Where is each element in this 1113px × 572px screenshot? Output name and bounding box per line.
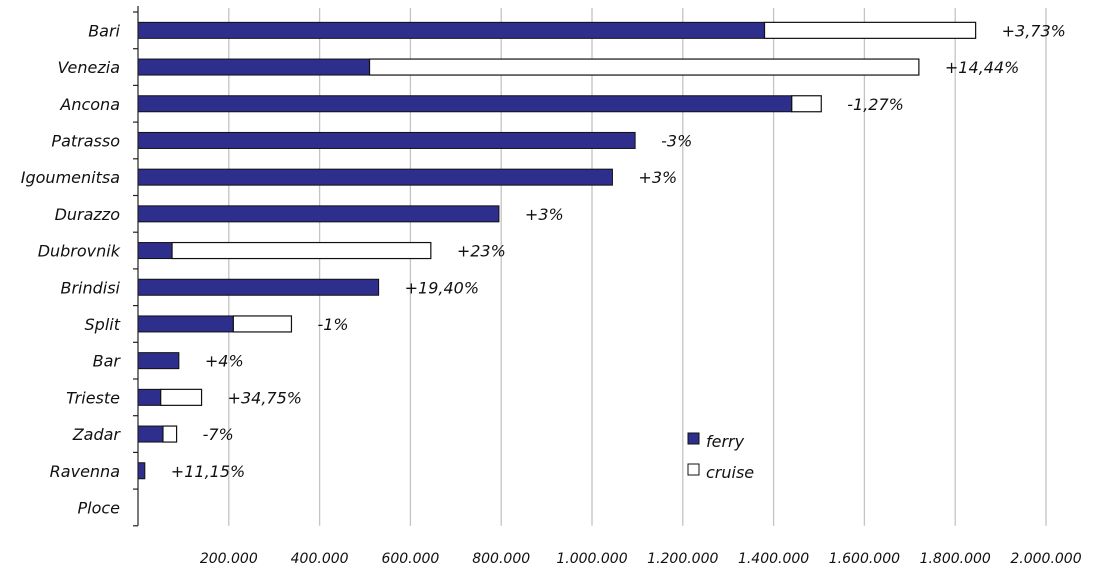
- bar-ferry-venezia: [137, 58, 371, 76]
- bar-ferry-dubrovnik: [137, 242, 173, 260]
- change-label-zadar: -7%: [203, 425, 234, 444]
- category-label-bar: Bar: [93, 352, 122, 371]
- change-label-ancona: -1,27%: [847, 95, 904, 114]
- category-label-bari: Bari: [88, 21, 120, 40]
- x-tick-label: 200.000: [200, 551, 258, 567]
- category-label-igoumenitsa: Igoumenitsa: [21, 168, 120, 187]
- bar-ferry-patrasso: [137, 131, 636, 149]
- change-label-bari: +3,73%: [1002, 21, 1066, 40]
- change-label-venezia: +14,44%: [945, 58, 1019, 77]
- x-tick-label: 2.000.000: [1010, 551, 1081, 567]
- x-tick-label: 400.000: [291, 551, 349, 567]
- bar-ferry-split: [137, 315, 234, 333]
- bar-cruise-venezia: [368, 58, 920, 76]
- bar-ferry-trieste: [137, 388, 162, 406]
- bar-ferry-bari: [137, 21, 766, 39]
- category-label-ravenna: Ravenna: [50, 462, 120, 481]
- x-tick-label: 800.000: [472, 551, 530, 567]
- category-label-venezia: Venezia: [58, 58, 120, 77]
- bar-ferry-ravenna: [137, 462, 146, 480]
- legend: ferry cruise: [687, 432, 754, 482]
- axis-layer: [133, 6, 139, 527]
- bar-cruise-split: [232, 315, 293, 333]
- category-label-durazzo: Durazzo: [55, 205, 121, 224]
- bar-ferry-durazzo: [137, 205, 500, 223]
- change-label-split: -1%: [317, 315, 348, 334]
- change-label-durazzo: +3%: [525, 205, 564, 224]
- x-tick-label: 1.200.000: [647, 551, 718, 567]
- legend-swatch-ferry: [687, 432, 700, 445]
- label-layer: 200.000 400.000 600.000 800.000 1.000.000 1.2…: [21, 21, 1082, 567]
- legend-label-ferry: ferry: [706, 432, 745, 451]
- legend-swatch-cruise: [687, 463, 700, 476]
- grid-layer: [228, 8, 1047, 526]
- category-label-zadar: Zadar: [72, 425, 122, 444]
- category-label-ancona: Ancona: [59, 95, 120, 114]
- x-tick-label: 1.000.000: [556, 551, 627, 567]
- change-label-bar: +4%: [205, 352, 244, 371]
- bar-ferry-bar: [137, 352, 180, 370]
- category-label-ploce: Ploce: [77, 498, 120, 517]
- x-tick-label: 1.400.000: [738, 551, 809, 567]
- bar-cruise-trieste: [160, 388, 203, 406]
- bar-ferry-igoumenitsa: [137, 168, 613, 186]
- bar-ferry-zadar: [137, 425, 164, 443]
- x-tick-label: 600.000: [381, 551, 439, 567]
- change-label-ravenna: +11,15%: [171, 462, 245, 481]
- category-label-patrasso: Patrasso: [51, 131, 120, 150]
- bar-cruise-zadar: [162, 425, 178, 443]
- bar-cruise-dubrovnik: [171, 241, 432, 260]
- bar-ferry-ancona: [137, 95, 793, 113]
- legend-label-cruise: cruise: [706, 463, 754, 482]
- bar-cruise-bari: [763, 21, 977, 39]
- change-label-dubrovnik: +23%: [457, 242, 506, 261]
- category-label-dubrovnik: Dubrovnik: [38, 242, 121, 261]
- change-label-brindisi: +19,40%: [405, 278, 479, 297]
- bar-cruise-ancona: [791, 95, 822, 113]
- bar-ferry-brindisi: [137, 278, 380, 296]
- bar-layer: [137, 21, 977, 480]
- change-label-patrasso: -3%: [661, 131, 692, 150]
- change-label-trieste: +34,75%: [228, 388, 302, 407]
- category-label-trieste: Trieste: [66, 388, 120, 407]
- x-tick-label: 1.800.000: [920, 551, 991, 567]
- category-label-split: Split: [85, 315, 121, 334]
- change-label-igoumenitsa: +3%: [638, 168, 677, 187]
- category-label-brindisi: Brindisi: [60, 278, 120, 297]
- x-tick-label: 1.600.000: [829, 551, 900, 567]
